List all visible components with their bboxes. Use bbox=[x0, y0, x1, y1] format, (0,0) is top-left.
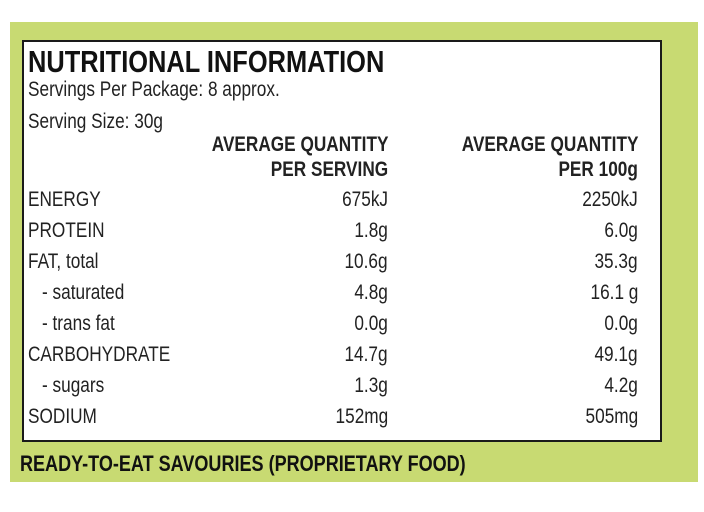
per-serving-value: 1.3g bbox=[354, 374, 388, 397]
row-label: - sugars bbox=[42, 374, 105, 397]
per-serving-value: 0.0g bbox=[354, 312, 388, 335]
footer: READY-TO-EAT SAVOURIES (PROPRIETARY FOOD… bbox=[20, 451, 466, 476]
row-label: CARBOHYDRATE bbox=[28, 343, 171, 366]
per-100g-value: 35.3g bbox=[594, 250, 638, 273]
nutrition-panel bbox=[22, 40, 662, 442]
row-label: SODIUM bbox=[28, 405, 97, 428]
per-100g-value: 49.1g bbox=[594, 343, 638, 366]
column-header: AVERAGE QUANTITY bbox=[461, 133, 638, 156]
title: NUTRITIONAL INFORMATION bbox=[28, 44, 385, 79]
row-label: PROTEIN bbox=[28, 219, 105, 242]
servings-per-package: Servings Per Package: 8 approx. bbox=[28, 78, 280, 101]
per-serving-value: 152mg bbox=[335, 405, 388, 428]
serving-size: Serving Size: 30g bbox=[28, 110, 163, 133]
per-serving-value: 14.7g bbox=[344, 343, 388, 366]
row-label: - trans fat bbox=[42, 312, 115, 335]
column-header: PER 100g bbox=[558, 158, 638, 181]
per-100g-value: 505mg bbox=[585, 405, 638, 428]
per-100g-value: 0.0g bbox=[604, 312, 638, 335]
row-label: FAT, total bbox=[28, 250, 99, 273]
row-label: - saturated bbox=[42, 281, 125, 304]
per-100g-value: 6.0g bbox=[604, 219, 638, 242]
row-label: ENERGY bbox=[28, 188, 101, 211]
per-serving-value: 10.6g bbox=[344, 250, 388, 273]
per-serving-value: 675kJ bbox=[342, 188, 388, 211]
column-header: AVERAGE QUANTITY bbox=[211, 133, 388, 156]
per-100g-value: 2250kJ bbox=[582, 188, 638, 211]
per-serving-value: 1.8g bbox=[354, 219, 388, 242]
column-header: PER SERVING bbox=[270, 158, 388, 181]
per-100g-value: 4.2g bbox=[604, 374, 638, 397]
per-serving-value: 4.8g bbox=[354, 281, 388, 304]
per-100g-value: 16.1 g bbox=[590, 281, 638, 304]
